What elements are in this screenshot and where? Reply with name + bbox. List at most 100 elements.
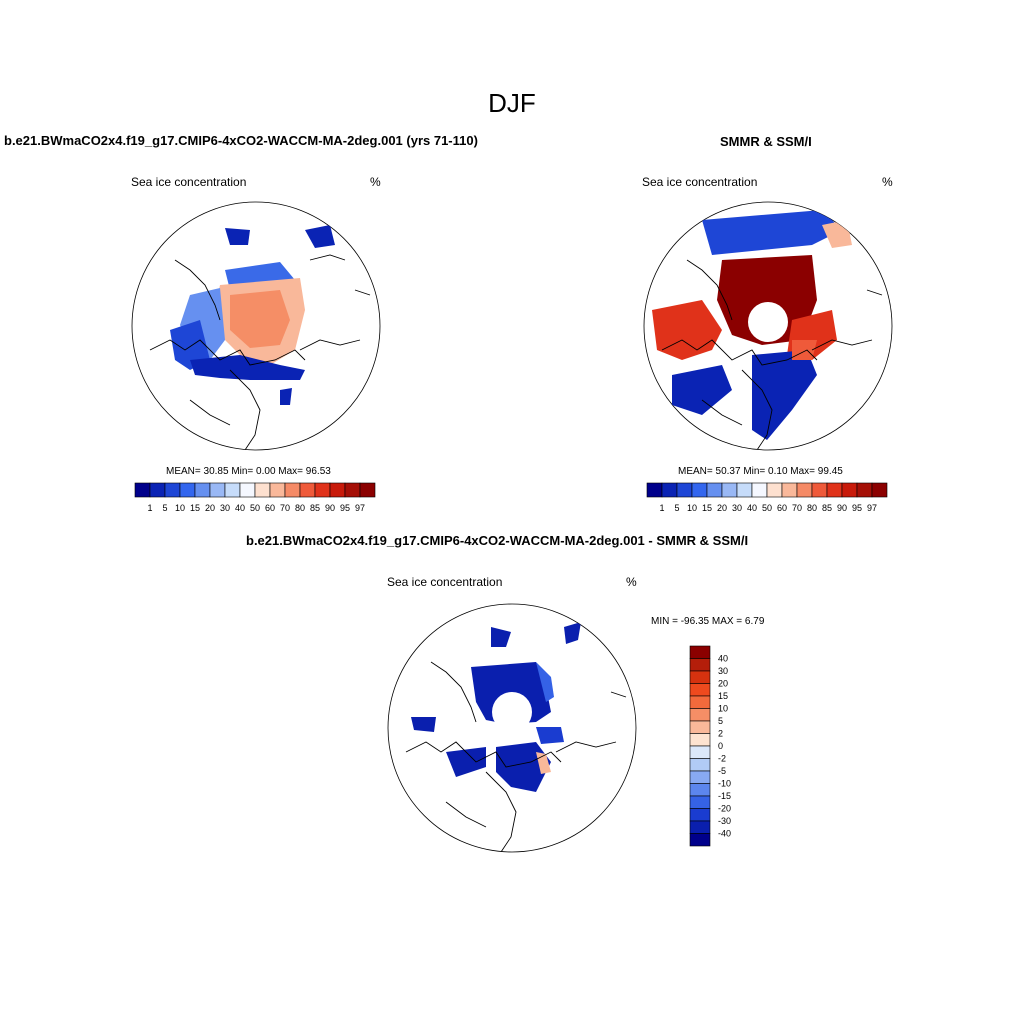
- panel-1-colorbar-swatch: [194, 482, 211, 498]
- panel-1-colorbar-tick-label: 95: [340, 503, 350, 513]
- panel-2-colorbar-tick-label: 10: [687, 503, 697, 513]
- panel-1-colorbar-swatch: [239, 482, 256, 498]
- panel-3-colorbar-swatch: [689, 745, 711, 759]
- panel-2-colorbar-swatch: [841, 482, 858, 498]
- figure-title: DJF: [488, 88, 536, 118]
- panel-2-colorbar-tick-label: 97: [867, 503, 877, 513]
- panel-3-colorbar-swatch: [689, 670, 711, 684]
- panel-1-colorbar: 1 5 10 15 20 30 40 50 60 70 80 85 90 95 97: [134, 482, 376, 513]
- panel-3-colorbar-swatch: [689, 658, 711, 672]
- panel-2-coastlines: [661, 259, 883, 450]
- panel-3-variable: Sea ice concentration: [387, 575, 503, 589]
- panel-1-map: [131, 201, 381, 451]
- panel-1-ice-field: [170, 225, 335, 405]
- panel-2-colorbar-swatch: [676, 482, 693, 498]
- panel-1-colorbar-swatch: [329, 482, 346, 498]
- panel-3-colorbar-tick-label: 40: [718, 654, 728, 664]
- panel-2-colorbar-swatch: [706, 482, 723, 498]
- panel-2-colorbar-swatch: [736, 482, 753, 498]
- panel-3-colorbar-tick-label: -30: [718, 816, 731, 826]
- panel-3-colorbar-tick-label: -15: [718, 791, 731, 801]
- panel-1-colorbar-tick-label: 15: [190, 503, 200, 513]
- panel-3-diff-field: [411, 622, 581, 792]
- panel-1-units: %: [370, 175, 381, 189]
- panel-2-colorbar-swatch: [811, 482, 828, 498]
- panel-2-colorbar-tick-label: 5: [674, 503, 679, 513]
- panel-1-colorbar-swatch: [164, 482, 181, 498]
- panel-2-colorbar-swatch: [766, 482, 783, 498]
- panel-3-colorbar-swatch: [689, 708, 711, 722]
- panel-3-colorbar-swatch: [689, 645, 711, 659]
- panel-2-colorbar-tick-label: 30: [732, 503, 742, 513]
- panel-3-units: %: [626, 575, 637, 589]
- panel-2-title: SMMR & SSM/I: [720, 134, 812, 149]
- panel-3-map: [387, 603, 637, 853]
- panel-2-colorbar-swatch: [796, 482, 813, 498]
- panel-3-colorbar-tick-label: 20: [718, 679, 728, 689]
- panel-2-map: [643, 201, 893, 451]
- panel-1-colorbar-swatch: [134, 482, 151, 498]
- panel-3-colorbar-tick-label: 0: [718, 741, 723, 751]
- panel-1-colorbar-tick-label: 90: [325, 503, 335, 513]
- panel-1-colorbar-tick-label: 70: [280, 503, 290, 513]
- panel-2-colorbar-tick-label: 85: [822, 503, 832, 513]
- panel-2-colorbar-tick-label: 70: [792, 503, 802, 513]
- panel-3-colorbar-swatch: [689, 683, 711, 697]
- panel-1-colorbar-swatch: [269, 482, 286, 498]
- panel-3-colorbar-swatch: [689, 695, 711, 709]
- panel-2-colorbar-tick-label: 40: [747, 503, 757, 513]
- panel-1-colorbar-tick-label: 80: [295, 503, 305, 513]
- panel-3-colorbar-tick-label: -20: [718, 804, 731, 814]
- panel-1-colorbar-swatch: [209, 482, 226, 498]
- panel-2-colorbar-swatch: [751, 482, 768, 498]
- panel-1-stats: MEAN= 30.85 Min= 0.00 Max= 96.53: [166, 466, 331, 477]
- panel-3-colorbar-tick-label: 5: [718, 716, 723, 726]
- panel-1-colorbar-swatch: [359, 482, 376, 498]
- panel-2-ice-field: [652, 210, 852, 440]
- panel-2-colorbar-swatch: [871, 482, 888, 498]
- panel-3-colorbar-tick-label: 10: [718, 704, 728, 714]
- panel-1-colorbar-tick-label: 1: [147, 503, 152, 513]
- panel-2-units: %: [882, 175, 893, 189]
- panel-2-colorbar-swatch: [646, 482, 663, 498]
- panel-2-colorbar-tick-label: 20: [717, 503, 727, 513]
- panel-2-colorbar-tick-label: 1: [659, 503, 664, 513]
- panel-1-colorbar-tick-label: 5: [162, 503, 167, 513]
- panel-1-colorbar-swatch: [149, 482, 166, 498]
- panel-3-colorbar-swatch: [689, 720, 711, 734]
- panel-2-colorbar-swatch: [781, 482, 798, 498]
- panel-1-colorbar-swatch: [284, 482, 301, 498]
- panel-2-colorbar-tick-label: 60: [777, 503, 787, 513]
- panel-2-colorbar: 1 5 10 15 20 30 40 50 60 70 80 85 90 95 97: [646, 482, 888, 513]
- panel-2-variable: Sea ice concentration: [642, 175, 758, 189]
- panel-1-colorbar-swatch: [314, 482, 331, 498]
- panel-3-coastlines: [405, 661, 627, 852]
- panel-3-colorbar-tick-label: 30: [718, 666, 728, 676]
- panel-1-colorbar-tick-label: 50: [250, 503, 260, 513]
- panel-2-colorbar-swatch: [691, 482, 708, 498]
- panel-3-colorbar-swatch: [689, 808, 711, 822]
- panel-3-colorbar-swatch: [689, 820, 711, 834]
- panel-3-colorbar-swatch: [689, 770, 711, 784]
- panel-3-colorbar-swatch: [689, 733, 711, 747]
- panel-3-colorbar-tick-label: -10: [718, 779, 731, 789]
- panel-3-colorbar-swatch: [689, 783, 711, 797]
- panel-2-colorbar-swatch: [856, 482, 873, 498]
- panel-2-colorbar-tick-label: 50: [762, 503, 772, 513]
- panel-1-variable: Sea ice concentration: [131, 175, 247, 189]
- panel-3-stats: MIN = -96.35 MAX = 6.79: [651, 616, 765, 627]
- panel-1-colorbar-tick-label: 85: [310, 503, 320, 513]
- panel-3-colorbar-tick-label: 2: [718, 729, 723, 739]
- panel-1-colorbar-tick-label: 30: [220, 503, 230, 513]
- panel-1-colorbar-tick-label: 20: [205, 503, 215, 513]
- panel-2-stats: MEAN= 50.37 Min= 0.10 Max= 99.45: [678, 466, 843, 477]
- panel-1-coastlines: [149, 254, 371, 450]
- panel-1-colorbar-tick-label: 97: [355, 503, 365, 513]
- panel-3-colorbar-tick-label: -40: [718, 829, 731, 839]
- panel-2-colorbar-swatch: [826, 482, 843, 498]
- panel-2-colorbar-swatch: [721, 482, 738, 498]
- panel-2-colorbar-swatch: [661, 482, 678, 498]
- panel-1-colorbar-swatch: [224, 482, 241, 498]
- panel-3-colorbar-swatch: [689, 795, 711, 809]
- panel-3-colorbar-tick-label: -2: [718, 754, 726, 764]
